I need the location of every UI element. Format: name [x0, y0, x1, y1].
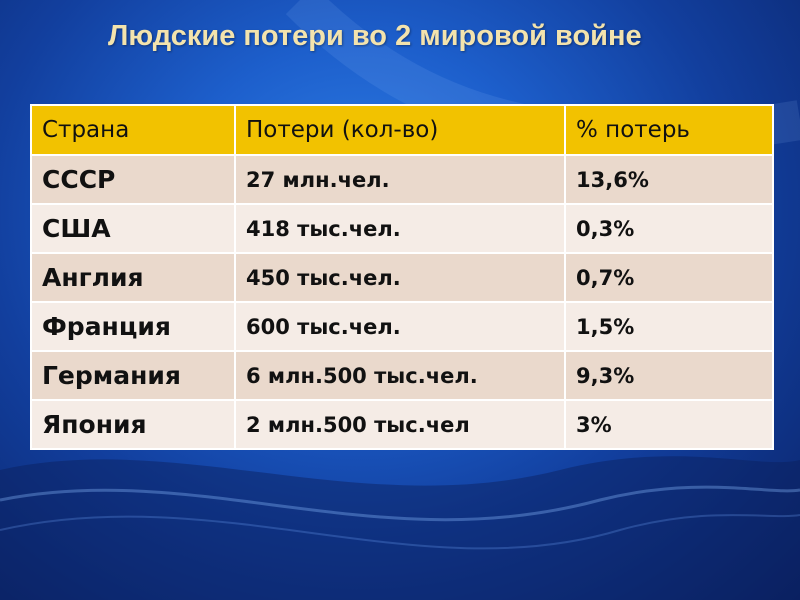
header-percent: % потерь	[564, 104, 774, 156]
header-country: Страна	[30, 104, 236, 156]
losses-table: Страна Потери (кол-во) % потерь СССР 27 …	[30, 104, 774, 450]
cell-country: Англия	[30, 252, 236, 303]
cell-country: Япония	[30, 399, 236, 450]
cell-percent: 9,3%	[564, 350, 774, 401]
cell-percent: 0,3%	[564, 203, 774, 254]
cell-losses: 2 млн.500 тыс.чел	[234, 399, 566, 450]
table-row: США 418 тыс.чел. 0,3%	[30, 203, 774, 254]
table-row: Англия 450 тыс.чел. 0,7%	[30, 252, 774, 303]
cell-losses: 27 млн.чел.	[234, 154, 566, 205]
cell-losses: 6 млн.500 тыс.чел.	[234, 350, 566, 401]
header-losses: Потери (кол-во)	[234, 104, 566, 156]
table-row: Франция 600 тыс.чел. 1,5%	[30, 301, 774, 352]
cell-losses: 418 тыс.чел.	[234, 203, 566, 254]
table-row: СССР 27 млн.чел. 13,6%	[30, 154, 774, 205]
table-row: Германия 6 млн.500 тыс.чел. 9,3%	[30, 350, 774, 401]
cell-losses: 450 тыс.чел.	[234, 252, 566, 303]
cell-country: СССР	[30, 154, 236, 205]
table-header-row: Страна Потери (кол-во) % потерь	[30, 104, 774, 156]
cell-percent: 3%	[564, 399, 774, 450]
cell-percent: 13,6%	[564, 154, 774, 205]
cell-losses: 600 тыс.чел.	[234, 301, 566, 352]
cell-country: Германия	[30, 350, 236, 401]
slide-title: Людские потери во 2 мировой войне	[108, 20, 642, 52]
cell-country: США	[30, 203, 236, 254]
cell-percent: 0,7%	[564, 252, 774, 303]
table-row: Япония 2 млн.500 тыс.чел 3%	[30, 399, 774, 450]
cell-country: Франция	[30, 301, 236, 352]
cell-percent: 1,5%	[564, 301, 774, 352]
